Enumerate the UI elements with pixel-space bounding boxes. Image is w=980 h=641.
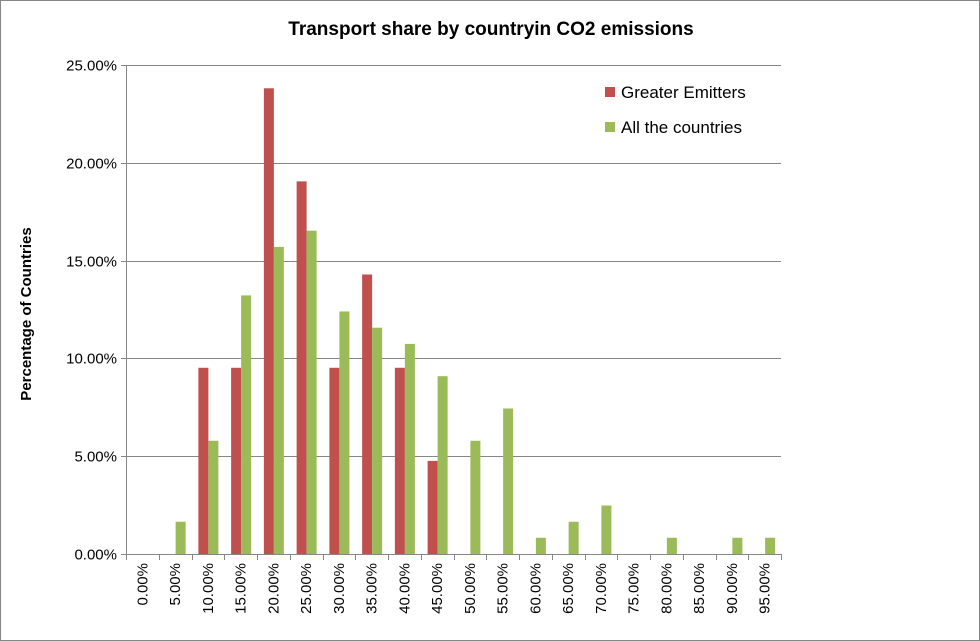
- legend: Greater Emitters All the countries: [605, 83, 746, 137]
- legend-swatch: [605, 87, 615, 97]
- bar-all-countries: [339, 311, 350, 554]
- x-tick-label: 65.00%: [560, 563, 577, 614]
- x-tick-label: 15.00%: [233, 563, 250, 614]
- y-tick-label: 5.00%: [74, 449, 117, 466]
- x-tick-label: 55.00%: [495, 563, 512, 614]
- x-tick-label: 50.00%: [462, 563, 479, 614]
- bar-all-countries: [765, 537, 776, 554]
- x-tick-label: 25.00%: [298, 563, 315, 614]
- bar-all-countries: [306, 230, 317, 554]
- legend-label: Greater Emitters: [621, 83, 746, 102]
- x-tick-label: 75.00%: [626, 563, 643, 614]
- bars: [175, 88, 776, 554]
- x-tick-label: 35.00%: [364, 563, 381, 614]
- bar-greater-emitters: [231, 367, 242, 554]
- x-tick-label: 10.00%: [200, 563, 217, 614]
- legend-label: All the countries: [621, 118, 742, 137]
- bar-all-countries: [666, 537, 677, 554]
- bar-greater-emitters: [394, 367, 405, 554]
- bar-all-countries: [273, 246, 284, 554]
- axes: [126, 65, 782, 560]
- y-tick-label: 0.00%: [74, 547, 117, 564]
- x-tick-label: 85.00%: [691, 563, 708, 614]
- x-tick-label: 80.00%: [658, 563, 675, 614]
- bar-all-countries: [208, 440, 219, 554]
- x-tick-label: 20.00%: [265, 563, 282, 614]
- x-tick-label: 70.00%: [593, 563, 610, 614]
- x-tick-label: 60.00%: [527, 563, 544, 614]
- chart-title: Transport share by countryin CO2 emissio…: [288, 19, 693, 40]
- bar-all-countries: [470, 440, 481, 554]
- bar-all-countries: [732, 537, 743, 554]
- bar-all-countries: [175, 521, 186, 554]
- y-tick-label: 20.00%: [66, 156, 117, 173]
- x-tick-label: 45.00%: [429, 563, 446, 614]
- bar-all-countries: [241, 295, 252, 554]
- bar-all-countries: [437, 376, 448, 554]
- x-tick-label: 30.00%: [331, 563, 348, 614]
- x-tick-label: 5.00%: [167, 563, 184, 606]
- bar-greater-emitters: [198, 367, 209, 554]
- x-tick-label: 90.00%: [724, 563, 741, 614]
- y-tick-label: 25.00%: [66, 58, 117, 75]
- bar-greater-emitters: [263, 88, 274, 554]
- x-tick-label: 95.00%: [757, 563, 774, 614]
- x-tick-label: 0.00%: [134, 563, 151, 606]
- x-tick-label: 40.00%: [396, 563, 413, 614]
- y-axis-label: Percentage of Countries: [18, 227, 35, 400]
- gridlines: [121, 65, 781, 555]
- bar-all-countries: [372, 327, 383, 554]
- bar-greater-emitters: [329, 367, 340, 554]
- legend-swatch: [605, 122, 615, 132]
- bar-all-countries: [568, 521, 579, 554]
- x-tick-labels: 0.00% 5.00% 10.00% 15.00% 20.00% 25.00% 30.00%…: [134, 563, 773, 614]
- bar-greater-emitters: [296, 181, 307, 554]
- bar-all-countries: [503, 408, 514, 554]
- bar-all-countries: [535, 537, 546, 554]
- y-tick-label: 10.00%: [66, 351, 117, 368]
- y-tick-labels: 0.00% 5.00% 10.00% 15.00% 20.00% 25.00%: [66, 58, 117, 564]
- bar-greater-emitters: [362, 274, 373, 554]
- bar-greater-emitters: [427, 460, 438, 554]
- bar-all-countries: [404, 343, 415, 554]
- y-tick-label: 15.00%: [66, 254, 117, 271]
- bar-all-countries: [601, 505, 612, 554]
